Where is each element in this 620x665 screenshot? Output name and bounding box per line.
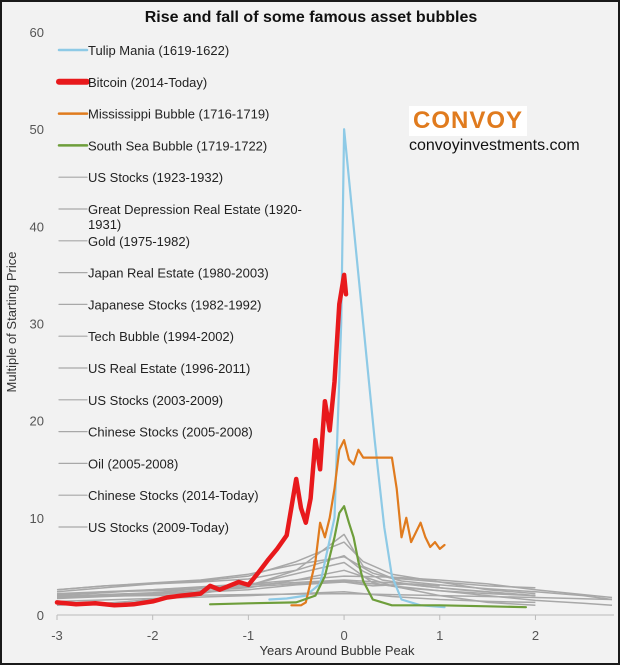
y-axis-label: Multiple of Starting Price [4,252,19,393]
y-tick-label: 20 [30,414,44,429]
series-line-bitcoin [54,272,349,608]
series-line-tulip-mania [268,128,446,609]
y-tick-label: 0 [37,608,44,623]
brand-logo: CONVOY [409,106,528,136]
legend-label-japan-real-estate: Japan Real Estate (1980-2003) [88,266,269,281]
y-axis-ticks: 0 10 20 30 40 50 60 [30,25,44,623]
series-line-south-sea-bubble [209,505,527,609]
legend-label-chinese-stocks: Chinese Stocks (2014-Today) [88,488,259,503]
legend-label-tulip-mania: Tulip Mania (1619-1622) [88,43,229,58]
legend-label-us-stocks: US Stocks (1923-1932) [88,170,223,185]
series-line-chinese-stocks [56,554,536,597]
legend-label-mississippi-bubble: Mississippi Bubble (1716-1719) [88,107,269,122]
series-line-mississippi-bubble [290,439,446,607]
legend-label-oil: Oil (2005-2008) [88,456,178,471]
y-tick-label: 10 [30,511,44,526]
legend-label-japanese-stocks: Japanese Stocks (1982-1992) [88,297,261,312]
series-line-tech-bubble [56,541,536,595]
x-axis-ticks: -3 -2 -1 0 1 2 [51,615,539,643]
y-tick-label: 30 [30,317,44,332]
grey-series-group [56,533,613,607]
legend-label-chinese-stocks: Chinese Stocks (2005-2008) [88,425,253,440]
brand-url: convoyinvestments.com [409,137,580,154]
legend-label-gold: Gold (1975-1982) [88,234,190,249]
legend-label-south-sea-bubble: South Sea Bubble (1719-1722) [88,138,267,153]
x-tick-label: -2 [147,628,159,643]
x-axis-label: Years Around Bubble Peak [260,643,415,658]
brand-block: CONVOY convoyinvestments.com [409,106,580,155]
y-tick-label: 50 [30,122,44,137]
x-tick-label: 2 [532,628,539,643]
x-tick-label: -3 [51,628,63,643]
legend: Tulip Mania (1619-1622) Bitcoin (2014-Tod… [56,43,302,535]
x-tick-label: 0 [340,628,347,643]
y-tick-label: 60 [30,25,44,40]
legend-label-bitcoin: Bitcoin (2014-Today) [88,75,207,90]
chart-title: Rise and fall of some famous asset bubbl… [145,9,478,26]
highlight-series-group [54,128,527,609]
series-line-chinese-stocks [56,580,613,607]
legend-label-us-real-estate: US Real Estate (1996-2011) [88,361,250,376]
y-tick-label: 40 [30,219,44,234]
legend-label-tech-bubble: Tech Bubble (1994-2002) [88,329,234,344]
x-tick-label: -1 [243,628,255,643]
x-tick-label: 1 [436,628,443,643]
legend-label-us-stocks: US Stocks (2003-2009) [88,393,223,408]
legend-label-great-depression-real-estate: Great Depression Real Estate (1920-1931) [88,202,302,232]
legend-label-us-stocks: US Stocks (2009-Today) [88,520,229,535]
